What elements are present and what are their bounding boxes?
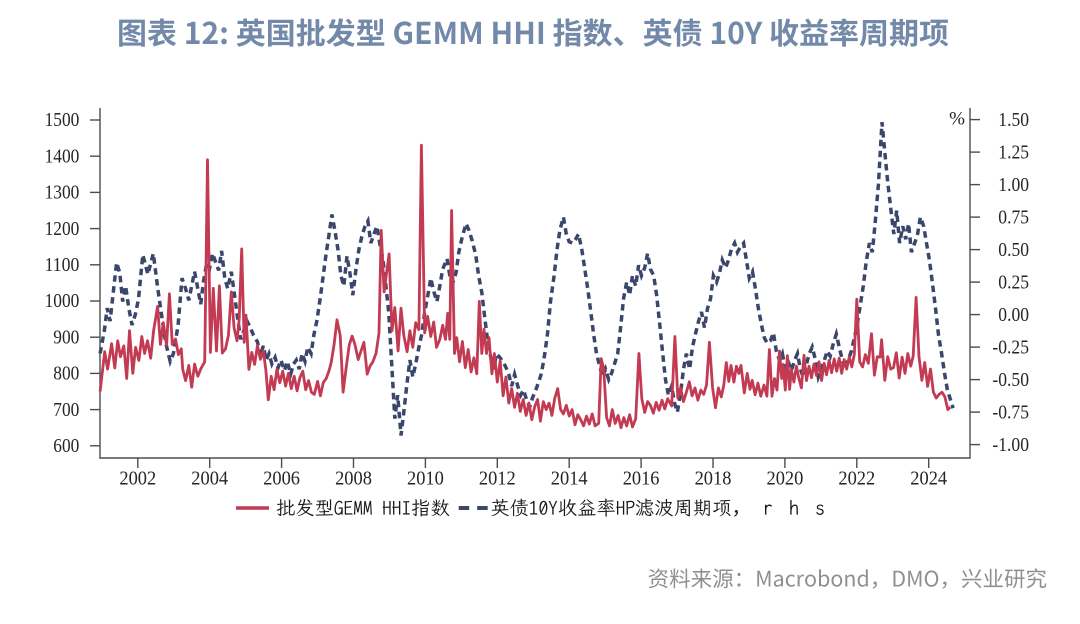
svg-text:-0.25: -0.25: [992, 336, 1029, 358]
svg-text:2010: 2010: [407, 468, 444, 490]
svg-text:2016: 2016: [623, 468, 660, 490]
svg-text:1.25: 1.25: [998, 141, 1029, 163]
svg-text:0.00: 0.00: [998, 304, 1029, 326]
svg-text:0.25: 0.25: [998, 271, 1029, 293]
svg-text:1300: 1300: [45, 182, 80, 204]
svg-text:%: %: [949, 109, 965, 130]
svg-text:1400: 1400: [45, 145, 80, 167]
svg-text:1200: 1200: [45, 218, 80, 240]
svg-text:600: 600: [53, 435, 79, 457]
svg-text:800: 800: [53, 363, 79, 385]
svg-text:1.00: 1.00: [998, 174, 1029, 196]
svg-text:1100: 1100: [45, 254, 80, 276]
svg-text:0.75: 0.75: [998, 206, 1029, 228]
svg-text:1500: 1500: [45, 109, 80, 131]
svg-text:900: 900: [53, 326, 79, 348]
svg-text:2006: 2006: [263, 468, 300, 490]
svg-text:2024: 2024: [910, 468, 947, 490]
svg-text:1000: 1000: [45, 290, 80, 312]
svg-text:-0.50: -0.50: [992, 369, 1029, 391]
svg-text:2008: 2008: [335, 468, 372, 490]
svg-text:-0.75: -0.75: [992, 401, 1029, 423]
svg-text:2012: 2012: [479, 468, 516, 490]
svg-text:1.50: 1.50: [998, 109, 1029, 131]
svg-text:-1.00: -1.00: [992, 434, 1029, 456]
svg-text:2018: 2018: [695, 468, 732, 490]
svg-text:2014: 2014: [551, 468, 588, 490]
svg-text:2004: 2004: [191, 468, 228, 490]
svg-text:2020: 2020: [767, 468, 804, 490]
svg-text:2002: 2002: [119, 468, 156, 490]
svg-text:700: 700: [53, 399, 79, 421]
svg-text:2022: 2022: [838, 468, 875, 490]
svg-text:0.50: 0.50: [998, 239, 1029, 261]
